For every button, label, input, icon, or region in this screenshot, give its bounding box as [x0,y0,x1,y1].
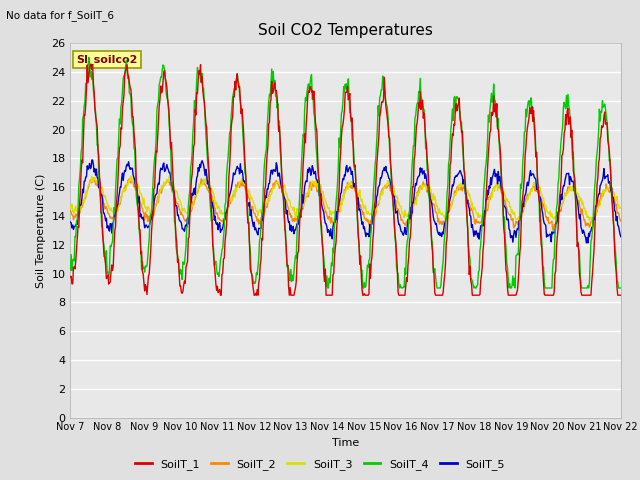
Text: No data for f_SoilT_6: No data for f_SoilT_6 [6,10,115,21]
Text: SI_soilco2: SI_soilco2 [76,54,137,65]
Y-axis label: Soil Temperature (C): Soil Temperature (C) [36,173,45,288]
Legend: SoilT_1, SoilT_2, SoilT_3, SoilT_4, SoilT_5: SoilT_1, SoilT_2, SoilT_3, SoilT_4, Soil… [131,455,509,474]
Title: Soil CO2 Temperatures: Soil CO2 Temperatures [258,23,433,38]
X-axis label: Time: Time [332,438,359,448]
